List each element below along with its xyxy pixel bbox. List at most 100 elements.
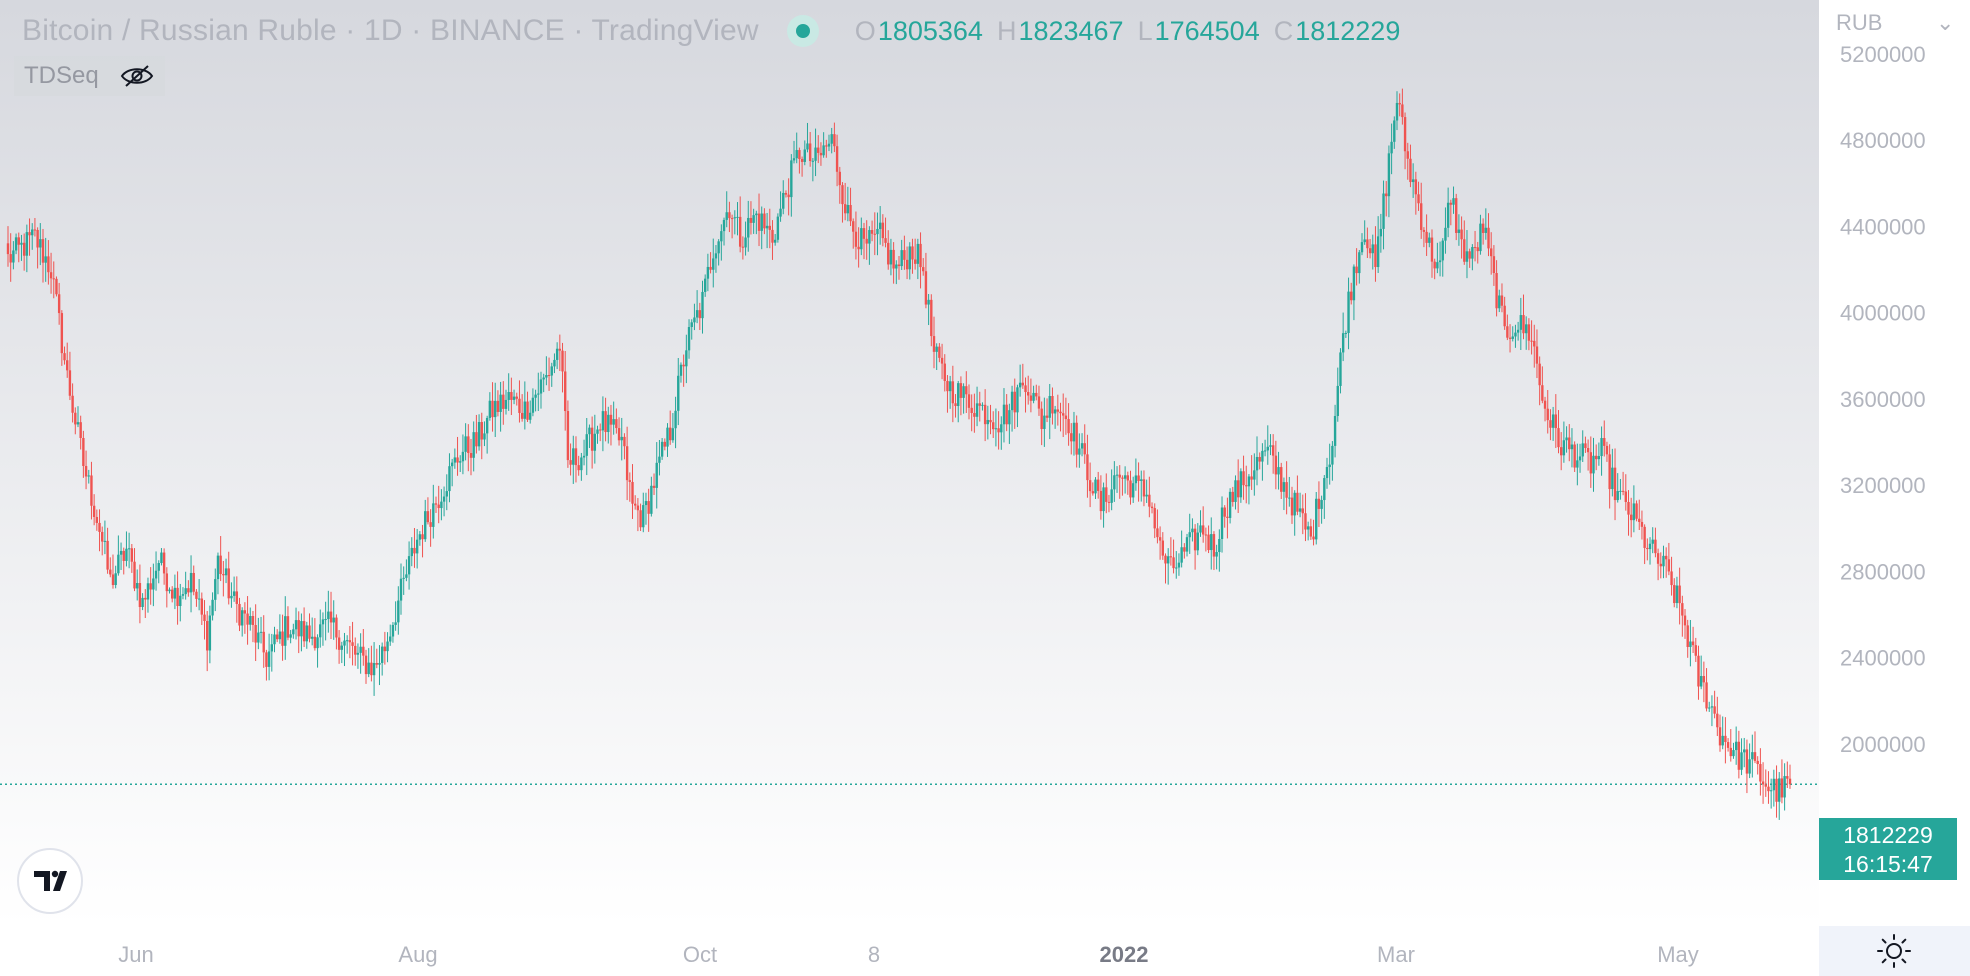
candle-body bbox=[1398, 102, 1401, 105]
candle-body bbox=[1438, 260, 1442, 263]
candle-body bbox=[1678, 585, 1681, 604]
candle-body bbox=[1126, 475, 1130, 481]
candle-body bbox=[362, 646, 365, 656]
candle-body bbox=[262, 631, 265, 653]
candle-body bbox=[249, 616, 252, 625]
candle-body bbox=[666, 427, 669, 447]
candle-body bbox=[1417, 194, 1420, 204]
candle-body bbox=[1215, 552, 1218, 557]
candle-body bbox=[1764, 784, 1767, 787]
candle-body bbox=[278, 631, 282, 640]
candle-body bbox=[1016, 387, 1019, 413]
candle-body bbox=[265, 652, 268, 667]
candle-body bbox=[561, 350, 564, 372]
candle-body bbox=[1013, 391, 1016, 413]
candle-body bbox=[1393, 120, 1396, 142]
candle-body bbox=[712, 258, 715, 270]
candle-body bbox=[1745, 749, 1749, 774]
candle-body bbox=[1242, 471, 1245, 486]
candle-body bbox=[779, 208, 782, 217]
candle-body bbox=[1266, 446, 1269, 451]
market-status-icon[interactable] bbox=[786, 15, 819, 47]
candle-body bbox=[146, 583, 150, 600]
candle-body bbox=[1743, 749, 1746, 753]
candle-body bbox=[1350, 291, 1353, 301]
candle-body bbox=[782, 192, 785, 209]
indicator-legend[interactable]: TDSeq bbox=[14, 56, 165, 96]
candle-body bbox=[1021, 382, 1025, 386]
candle-body bbox=[1654, 539, 1657, 554]
eye-crossed-icon[interactable] bbox=[119, 64, 155, 88]
candle-body bbox=[292, 629, 295, 635]
candle-body bbox=[849, 205, 852, 222]
candle-body bbox=[251, 616, 255, 626]
candle-body bbox=[469, 453, 473, 458]
candle-body bbox=[768, 225, 771, 230]
candle-body bbox=[862, 228, 866, 239]
candle-body bbox=[1301, 508, 1304, 514]
candle-body bbox=[1748, 759, 1751, 774]
candle-body bbox=[22, 242, 26, 256]
symbol-title[interactable]: Bitcoin / Russian Ruble · 1D · BINANCE ·… bbox=[22, 14, 759, 47]
candle-body bbox=[1255, 456, 1259, 471]
candle-body bbox=[529, 412, 532, 420]
settings-corner[interactable] bbox=[1819, 926, 1970, 976]
candle-body bbox=[1051, 396, 1054, 414]
candle-body bbox=[940, 357, 944, 364]
candle-body bbox=[1360, 242, 1364, 253]
candle-body bbox=[364, 655, 368, 675]
candle-body bbox=[1589, 452, 1593, 474]
candle-body bbox=[1290, 497, 1294, 516]
candle-body bbox=[467, 436, 470, 454]
candle-body bbox=[127, 548, 131, 550]
candle-body bbox=[1374, 244, 1377, 268]
currency-selector[interactable]: RUB bbox=[1836, 10, 1883, 35]
candle-body bbox=[399, 578, 403, 601]
candle-body bbox=[833, 134, 836, 147]
tradingview-logo-icon[interactable] bbox=[17, 848, 83, 914]
candle-body bbox=[773, 239, 777, 243]
candle-body bbox=[1156, 528, 1159, 538]
candle-body bbox=[499, 394, 502, 412]
candle-body bbox=[1627, 501, 1630, 515]
candle-body bbox=[214, 579, 217, 600]
candle-body bbox=[160, 552, 163, 564]
candle-body bbox=[168, 589, 171, 592]
time-scale[interactable] bbox=[0, 926, 1819, 976]
candle-body bbox=[1689, 641, 1692, 647]
candle-body bbox=[852, 221, 855, 232]
candle-body bbox=[1210, 534, 1213, 551]
sun-settings-icon[interactable] bbox=[1876, 933, 1912, 969]
candle-body bbox=[386, 641, 389, 652]
candle-body bbox=[564, 371, 567, 412]
candle-body bbox=[1662, 555, 1665, 567]
candle-body bbox=[12, 250, 15, 263]
chevron-down-icon[interactable]: ⌄ bbox=[1936, 10, 1955, 35]
candle-body bbox=[114, 573, 117, 586]
candle-body bbox=[539, 379, 543, 394]
candle-body bbox=[730, 218, 734, 220]
candle-body bbox=[1035, 392, 1038, 397]
candle-body bbox=[590, 427, 594, 451]
price-scale[interactable] bbox=[1819, 0, 1970, 926]
candle-body bbox=[14, 237, 18, 251]
candle-body bbox=[1347, 291, 1350, 333]
candle-body bbox=[978, 403, 981, 406]
candle-body bbox=[1611, 467, 1614, 490]
candle-body bbox=[246, 613, 249, 625]
candle-body bbox=[494, 400, 497, 418]
candle-body bbox=[1312, 536, 1315, 540]
candle-body bbox=[1519, 315, 1523, 330]
candle-body bbox=[854, 231, 858, 247]
candle-body bbox=[1094, 479, 1097, 494]
candle-body bbox=[1148, 494, 1151, 507]
indicator-name[interactable]: TDSeq bbox=[24, 62, 99, 89]
candle-body bbox=[1199, 525, 1202, 533]
candle-body bbox=[916, 243, 920, 264]
candle-body bbox=[1072, 422, 1076, 442]
candle-body bbox=[1751, 752, 1754, 760]
candle-body bbox=[1414, 179, 1418, 195]
candle-body bbox=[1543, 400, 1547, 409]
